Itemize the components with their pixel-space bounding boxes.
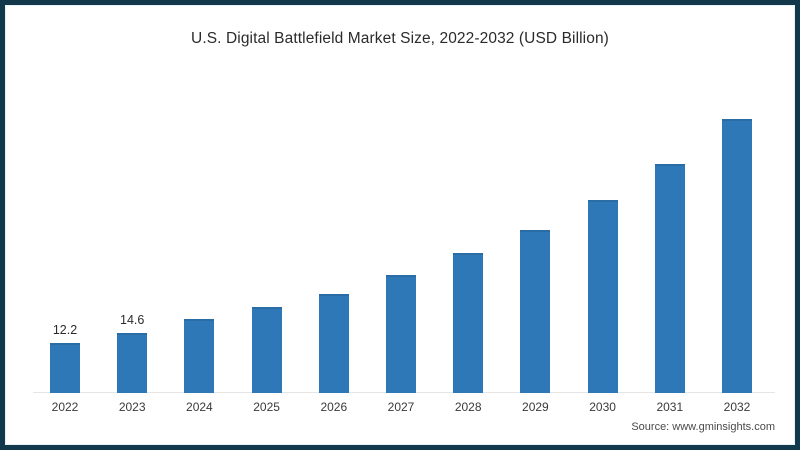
- bar-2029: [520, 229, 551, 393]
- bar-2025: [251, 307, 282, 393]
- chart-title: U.S. Digital Battlefield Market Size, 20…: [191, 30, 609, 47]
- x-tick-label-2028: 2028: [454, 400, 482, 414]
- bar-2026: [318, 293, 349, 393]
- bar-value-label-2023: 14.6: [120, 312, 145, 327]
- bar-2022: [50, 342, 80, 393]
- x-tick-label-2029: 2029: [522, 400, 549, 414]
- x-tick-label-2025: 2025: [253, 400, 280, 414]
- x-tick-label-2023: 2023: [118, 400, 146, 414]
- bar-2031: [654, 164, 685, 393]
- bar-2024: [184, 319, 215, 393]
- x-tick-label-2024: 2024: [186, 400, 213, 414]
- source-attribution: Source: www.gminsights.com: [631, 421, 775, 433]
- x-tick-label-2022: 2022: [51, 400, 79, 414]
- bar-2028: [453, 253, 484, 393]
- x-tick-label-2030: 2030: [589, 400, 616, 414]
- x-tick-label-2032: 2032: [723, 400, 751, 414]
- bar-2027: [386, 274, 416, 393]
- bar-2032: [722, 119, 752, 393]
- bar-2023: [117, 332, 148, 393]
- x-tick-label-2026: 2026: [320, 400, 348, 414]
- bar-value-label-2022: 12.2: [52, 322, 78, 337]
- x-tick-label-2031: 2031: [656, 400, 684, 414]
- bar-2030: [587, 199, 618, 393]
- x-tick-label-2027: 2027: [387, 400, 415, 414]
